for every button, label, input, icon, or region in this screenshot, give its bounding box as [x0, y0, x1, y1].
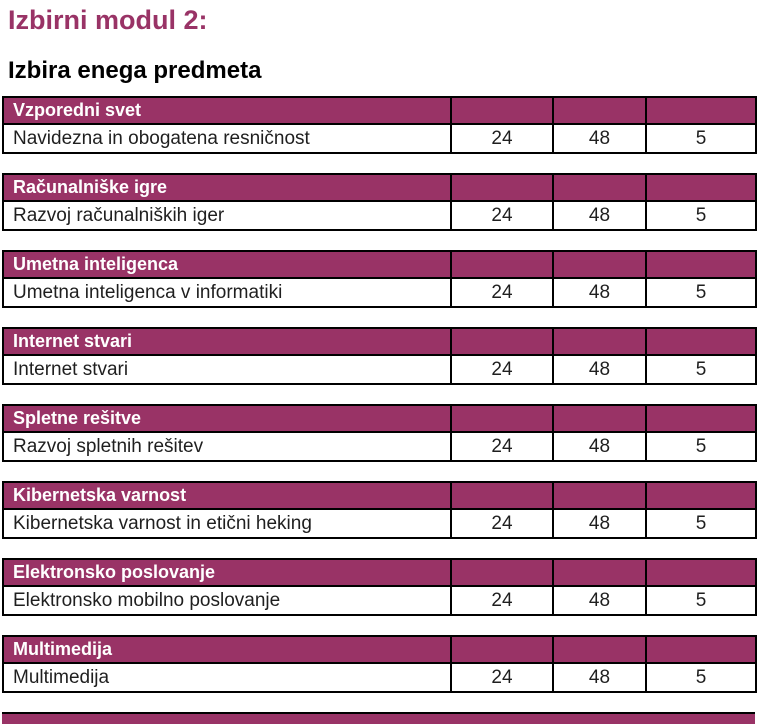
subject-name: Elektronsko mobilno poslovanje [2, 585, 452, 616]
subject-value-2: 48 [552, 200, 647, 231]
module-header-empty-cell-2 [552, 635, 647, 664]
subject-row: Razvoj spletnih rešitev 24 48 5 [2, 431, 757, 462]
module-header-empty-cell-1 [450, 558, 554, 587]
module-header-empty-cell-2 [552, 250, 647, 279]
module-header-row: Računalniške igre [2, 173, 757, 202]
module-header-empty-cell-3 [645, 327, 757, 356]
subject-value-1: 24 [450, 277, 554, 308]
module-name: Internet stvari [2, 327, 452, 356]
subject-name: Multimedija [2, 662, 452, 693]
module-name: Vzporedni svet [2, 96, 452, 125]
page-subtitle: Izbira enega predmeta [8, 57, 262, 84]
module-header-empty-cell-1 [450, 173, 554, 202]
subject-row: Navidezna in obogatena resničnost 24 48 … [2, 123, 757, 154]
module-name: Kibernetska varnost [2, 481, 452, 510]
subject-name: Internet stvari [2, 354, 452, 385]
module-header-empty-cell-2 [552, 327, 647, 356]
module-header-empty-cell-2 [552, 558, 647, 587]
subject-value-1: 24 [450, 585, 554, 616]
module-header-empty-cell-3 [645, 635, 757, 664]
subject-row: Internet stvari 24 48 5 [2, 354, 757, 385]
module-table: Računalniške igre Razvoj računalniških i… [2, 173, 757, 231]
module-header-empty-cell-1 [450, 96, 554, 125]
subject-row: Kibernetska varnost in etični heking 24 … [2, 508, 757, 539]
module-header-empty-cell-1 [450, 481, 554, 510]
subject-value-3: 5 [645, 277, 757, 308]
subject-value-1: 24 [450, 200, 554, 231]
module-header-row: Spletne rešitve [2, 404, 757, 433]
next-table-partial-header [2, 712, 755, 724]
module-header-empty-cell-3 [645, 173, 757, 202]
subject-value-1: 24 [450, 508, 554, 539]
subject-value-1: 24 [450, 662, 554, 693]
module-name: Umetna inteligenca [2, 250, 452, 279]
subject-value-2: 48 [552, 431, 647, 462]
subject-name: Kibernetska varnost in etični heking [2, 508, 452, 539]
module-header-row: Internet stvari [2, 327, 757, 356]
module-header-empty-cell-1 [450, 327, 554, 356]
module-header-empty-cell-2 [552, 173, 647, 202]
subject-value-1: 24 [450, 354, 554, 385]
module-table: Vzporedni svet Navidezna in obogatena re… [2, 96, 757, 154]
subject-name: Navidezna in obogatena resničnost [2, 123, 452, 154]
subject-value-2: 48 [552, 585, 647, 616]
module-name: Spletne rešitve [2, 404, 452, 433]
module-header-empty-cell-3 [645, 558, 757, 587]
module-table: Elektronsko poslovanje Elektronsko mobil… [2, 558, 757, 616]
subject-row: Razvoj računalniških iger 24 48 5 [2, 200, 757, 231]
subject-value-1: 24 [450, 431, 554, 462]
module-name: Računalniške igre [2, 173, 452, 202]
subject-value-3: 5 [645, 508, 757, 539]
document-page: Izbirni modul 2: Izbira enega predmeta V… [0, 5, 760, 724]
subject-name: Razvoj računalniških iger [2, 200, 452, 231]
module-header-empty-cell-3 [645, 404, 757, 433]
module-table: Kibernetska varnost Kibernetska varnost … [2, 481, 757, 539]
module-header-empty-cell-3 [645, 481, 757, 510]
module-header-row: Umetna inteligenca [2, 250, 757, 279]
module-header-row: Multimedija [2, 635, 757, 664]
subject-value-2: 48 [552, 662, 647, 693]
module-table: Internet stvari Internet stvari 24 48 5 [2, 327, 757, 385]
subject-value-3: 5 [645, 200, 757, 231]
subject-value-3: 5 [645, 431, 757, 462]
module-header-empty-cell-1 [450, 250, 554, 279]
subject-name: Umetna inteligenca v informatiki [2, 277, 452, 308]
module-header-empty-cell-1 [450, 635, 554, 664]
subject-value-2: 48 [552, 123, 647, 154]
page-title: Izbirni modul 2: [8, 5, 208, 35]
subject-value-3: 5 [645, 662, 757, 693]
module-header-empty-cell-3 [645, 96, 757, 125]
module-header-empty-cell-3 [645, 250, 757, 279]
subject-value-2: 48 [552, 277, 647, 308]
module-table: Spletne rešitve Razvoj spletnih rešitev … [2, 404, 757, 462]
module-header-row: Elektronsko poslovanje [2, 558, 757, 587]
module-table: Multimedija Multimedija 24 48 5 [2, 635, 757, 693]
module-name: Elektronsko poslovanje [2, 558, 452, 587]
subject-value-1: 24 [450, 123, 554, 154]
module-header-empty-cell-2 [552, 96, 647, 125]
module-header-empty-cell-2 [552, 404, 647, 433]
subject-row: Elektronsko mobilno poslovanje 24 48 5 [2, 585, 757, 616]
module-header-empty-cell-2 [552, 481, 647, 510]
module-name: Multimedija [2, 635, 452, 664]
module-header-empty-cell-1 [450, 404, 554, 433]
module-header-row: Kibernetska varnost [2, 481, 757, 510]
subject-value-2: 48 [552, 354, 647, 385]
subject-value-3: 5 [645, 354, 757, 385]
module-table: Umetna inteligenca Umetna inteligenca v … [2, 250, 757, 308]
subject-value-3: 5 [645, 585, 757, 616]
subject-value-3: 5 [645, 123, 757, 154]
modules-list: Vzporedni svet Navidezna in obogatena re… [0, 96, 760, 693]
subject-row: Multimedija 24 48 5 [2, 662, 757, 693]
module-header-row: Vzporedni svet [2, 96, 757, 125]
subject-value-2: 48 [552, 508, 647, 539]
subject-row: Umetna inteligenca v informatiki 24 48 5 [2, 277, 757, 308]
subject-name: Razvoj spletnih rešitev [2, 431, 452, 462]
